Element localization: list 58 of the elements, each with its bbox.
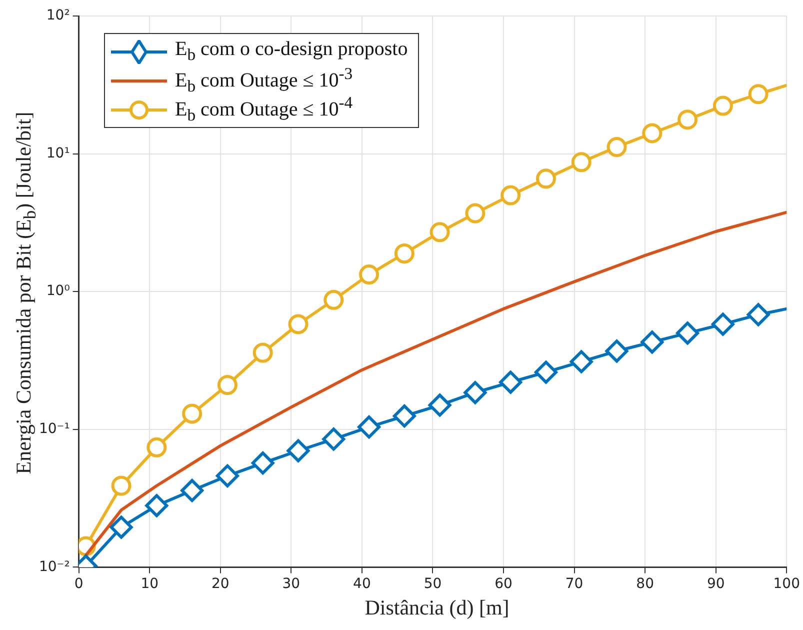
x-axis-title: Distância (d) [m] — [364, 596, 510, 620]
point — [712, 96, 733, 116]
y-tick-label: 10² — [46, 8, 70, 24]
point — [746, 303, 770, 326]
point — [534, 360, 558, 384]
point — [182, 404, 202, 424]
point — [678, 110, 698, 130]
y-tick-label: 10¹ — [46, 145, 70, 162]
x-tick-label: 50 — [424, 576, 442, 592]
point — [605, 340, 628, 363]
point — [146, 437, 167, 458]
point — [642, 123, 662, 144]
legend-label: E$_{b}$ com o co-design proposto — [175, 38, 408, 65]
point — [286, 439, 310, 462]
point — [359, 264, 380, 285]
x-tick-label: 60 — [494, 576, 512, 592]
point — [430, 222, 450, 242]
point — [536, 168, 556, 189]
x-tick-label: 70 — [565, 576, 584, 592]
point — [252, 342, 273, 363]
x-tick-label: 30 — [282, 576, 300, 592]
x-tick-label: 0 — [74, 576, 84, 592]
point — [464, 381, 487, 404]
x-tick-label: 90 — [706, 576, 725, 592]
point — [748, 84, 768, 104]
y-tick-label: 10⁻² — [38, 558, 70, 575]
point — [288, 314, 308, 334]
x-tick-label: 80 — [636, 576, 654, 592]
point — [570, 350, 593, 374]
point — [322, 428, 346, 451]
point — [711, 312, 734, 336]
point — [111, 476, 132, 496]
point — [324, 290, 344, 310]
point — [640, 330, 664, 354]
point — [676, 322, 700, 345]
point — [606, 137, 627, 158]
point — [358, 416, 381, 439]
x-tick-label: 10 — [140, 576, 159, 592]
point — [499, 370, 522, 394]
point — [500, 185, 521, 206]
x-tick-label: 100 — [773, 576, 800, 592]
point — [216, 464, 239, 488]
point — [251, 452, 274, 475]
y-tick-label: 10⁻¹ — [38, 421, 70, 438]
legend-label: E$_{b}$ com Outage ≤ 10$^{-4}$ — [175, 93, 353, 125]
point — [145, 494, 168, 518]
legend-label: E$_{b}$ com Outage ≤ 10$^{-3}$ — [175, 64, 353, 96]
point — [110, 516, 133, 539]
point — [465, 203, 486, 224]
point — [571, 152, 592, 172]
point — [392, 404, 416, 428]
x-tick-label: 20 — [211, 576, 230, 592]
point — [180, 479, 204, 502]
point — [394, 244, 414, 264]
point — [217, 375, 238, 395]
x-tick-label: 40 — [353, 576, 371, 592]
point — [428, 394, 452, 417]
y-tick-label: 10⁰ — [46, 283, 70, 300]
